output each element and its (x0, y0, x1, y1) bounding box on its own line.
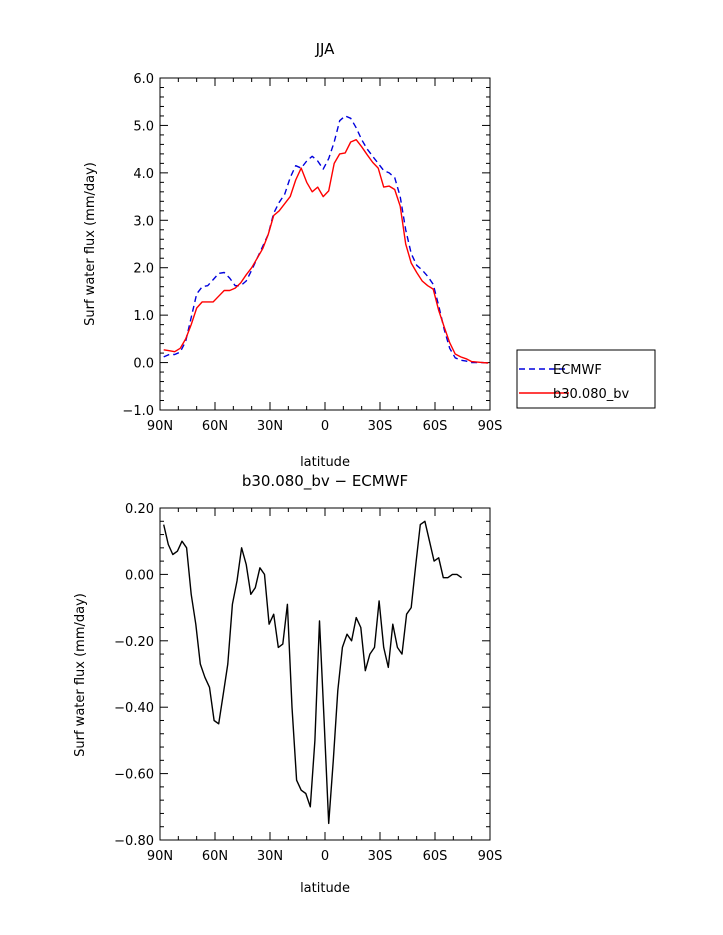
bottom-y-tick-label: −0.60 (114, 768, 154, 783)
bottom-y-tick-label: −0.80 (114, 834, 154, 849)
top-y-tick-label: 1.0 (133, 309, 154, 324)
top-x-tick-label: 60S (423, 419, 448, 434)
bottom-chart-ylabel: Surf water flux (mm/day) (73, 593, 88, 757)
top-chart-ylabel: Surf water flux (mm/day) (83, 162, 98, 326)
top-x-tick-label: 30N (257, 419, 283, 434)
bottom-chart-title: b30.080_bv − ECMWF (242, 472, 408, 491)
top-chart-title: JJA (315, 40, 336, 58)
top-y-tick-label: 4.0 (133, 167, 154, 182)
bottom-chart-xlabel: latitude (300, 881, 350, 896)
bottom-x-tick-label: 60S (423, 849, 448, 864)
top-y-tick-label: 0.0 (133, 357, 154, 372)
bottom-chart-plot-area: 90N 60N 30N 0 30S 60S 90S −0.80 −0.60 −0.40 −0.20 0… (114, 502, 502, 864)
top-chart-xlabel: latitude (300, 455, 350, 470)
bottom-x-tick-label: 0 (321, 849, 329, 864)
top-x-tick-label: 30S (368, 419, 393, 434)
bottom-series-line-difference (163, 520, 463, 825)
bottom-x-tick-label: 90S (478, 849, 503, 864)
bottom-y-tick-label: −0.20 (114, 635, 154, 650)
top-chart-panel: JJA Surf water flux (mm/day) latitude 90… (83, 40, 502, 470)
legend: ECMWF b30.080_bv (516, 349, 656, 409)
bottom-y-tick-label: 0.20 (125, 502, 154, 517)
bottom-chart-panel: b30.080_bv − ECMWF Surf water flux (mm/d… (73, 472, 502, 896)
top-y-tick-label: 6.0 (133, 72, 154, 87)
legend-box (516, 349, 656, 409)
top-x-tick-label: 90N (147, 419, 173, 434)
bottom-y-tick-label: −0.40 (114, 701, 154, 716)
top-y-tick-label: 5.0 (133, 119, 154, 134)
bottom-x-tick-label: 30S (368, 849, 393, 864)
bottom-y-tick-label: 0.00 (125, 568, 154, 583)
top-y-tick-label: 2.0 (133, 262, 154, 277)
top-chart-frame (159, 77, 491, 411)
top-chart-plot-area: 90N 60N 30N 0 30S 60S 90S −1.0 0.0 1.0 2.0 3.0 4.0 5.… (122, 72, 502, 434)
top-y-tick-label: 3.0 (133, 214, 154, 229)
top-y-tick-label: −1.0 (122, 404, 154, 419)
legend-label-b30: b30.080_bv (553, 387, 629, 402)
bottom-x-tick-label: 60N (202, 849, 228, 864)
top-series-line-b30-080-bv (163, 139, 489, 364)
bottom-x-tick-label: 90N (147, 849, 173, 864)
legend-label-ecmwf: ECMWF (553, 363, 602, 378)
top-x-tick-label: 90S (478, 419, 503, 434)
top-x-tick-label: 0 (321, 419, 329, 434)
bottom-chart-frame (159, 507, 491, 841)
top-x-tick-label: 60N (202, 419, 228, 434)
bottom-x-tick-label: 30N (257, 849, 283, 864)
top-series-line-ecmwf (163, 115, 489, 364)
